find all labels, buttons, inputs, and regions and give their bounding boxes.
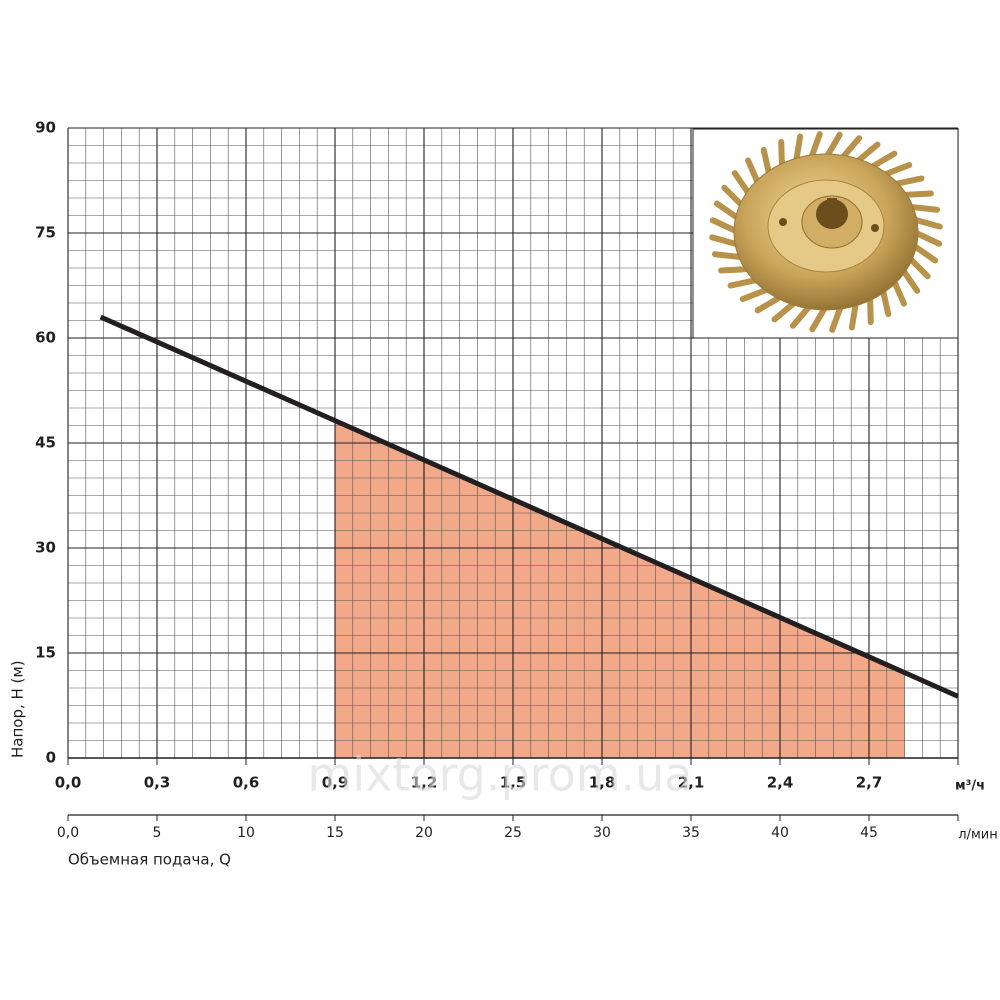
x2-tick-label: 30: [593, 825, 611, 841]
x2-tick-label: 15: [326, 825, 344, 841]
x-tick-label: 2,7: [856, 774, 883, 792]
y-axis-label: Напор, H (м): [9, 660, 27, 758]
y-tick-label: 90: [35, 119, 56, 137]
x-tick-label: 0,3: [144, 774, 171, 792]
x-axis-label: Объемная подача, Q: [68, 851, 231, 869]
impeller-photo: [692, 128, 959, 339]
x2-tick-label: 35: [682, 825, 700, 841]
x-tick-label: 1,2: [411, 774, 438, 792]
x-unit: м³/ч: [955, 779, 985, 794]
y-tick-label: 45: [35, 434, 56, 452]
x-tick-label: 1,5: [500, 774, 527, 792]
x2-tick-label: 40: [771, 825, 789, 841]
x2-unit: л/мин: [958, 828, 997, 843]
x2-tick-label: 5: [153, 825, 162, 841]
x2-tick-label: 25: [504, 825, 522, 841]
y-tick-label: 75: [35, 224, 56, 242]
y-tick-label: 0: [46, 749, 56, 767]
x-tick-label: 0,6: [233, 774, 260, 792]
x-tick-label: 0,0: [55, 774, 82, 792]
watermark: mixtorg.prom.ua: [308, 748, 693, 802]
x2-tick-label: 45: [860, 825, 878, 841]
x2-tick-label: 10: [237, 825, 255, 841]
x2-tick-label: 0,0: [57, 825, 79, 841]
x2-tick-label: 20: [415, 825, 433, 841]
x-tick-label: 0,9: [322, 774, 349, 792]
y-tick-label: 15: [35, 644, 56, 662]
x-tick-label: 2,4: [767, 774, 794, 792]
x-tick-label: 1,8: [589, 774, 616, 792]
y-tick-label: 30: [35, 539, 56, 557]
pump-curve: [99, 314, 960, 699]
x-tick-label: 2,1: [678, 774, 705, 792]
y-tick-label: 60: [35, 329, 56, 347]
